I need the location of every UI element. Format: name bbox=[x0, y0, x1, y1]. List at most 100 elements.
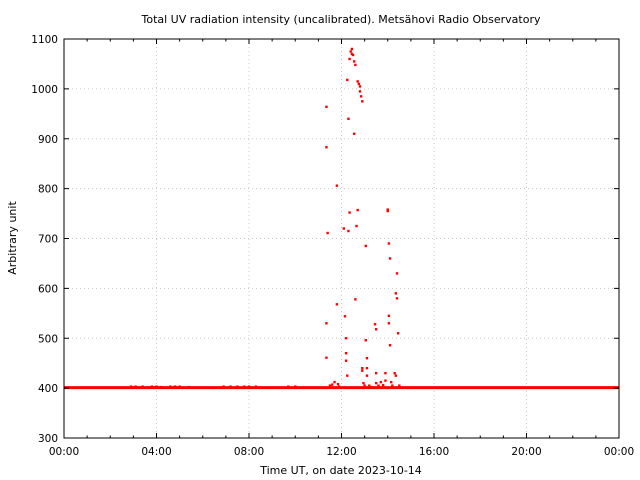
data-point bbox=[374, 328, 378, 331]
data-point bbox=[394, 292, 398, 295]
data-point bbox=[355, 224, 358, 228]
y-tick-label: 900 bbox=[38, 134, 58, 146]
data-point bbox=[365, 374, 369, 377]
data-point bbox=[370, 385, 373, 389]
data-point bbox=[347, 117, 350, 120]
data-point bbox=[348, 57, 351, 61]
data-point bbox=[342, 227, 346, 230]
x-tick-label: 12:00 bbox=[326, 446, 356, 458]
y-tick-label: 1100 bbox=[31, 34, 58, 46]
data-point bbox=[129, 385, 133, 388]
data-point bbox=[365, 366, 369, 370]
grid-lines bbox=[64, 39, 619, 438]
y-tick-label: 800 bbox=[38, 184, 58, 196]
data-point bbox=[351, 53, 355, 57]
x-tick-label: 04:00 bbox=[141, 446, 171, 458]
data-point bbox=[187, 385, 191, 389]
y-tick-label: 1000 bbox=[31, 84, 58, 96]
data-point bbox=[146, 386, 149, 389]
data-point bbox=[365, 357, 369, 360]
data-point bbox=[377, 384, 380, 387]
data-point bbox=[356, 208, 359, 212]
data-point bbox=[335, 303, 339, 306]
data-point bbox=[395, 272, 399, 275]
x-axis-label: Time UT, on date 2023-10-14 bbox=[259, 464, 422, 477]
data-point bbox=[354, 63, 357, 67]
data-point bbox=[379, 380, 383, 384]
data-point bbox=[388, 257, 392, 260]
data-point bbox=[384, 379, 387, 382]
data-point bbox=[155, 385, 158, 388]
data-point bbox=[346, 78, 349, 82]
x-tick-label: 08:00 bbox=[234, 446, 264, 458]
data-point bbox=[173, 385, 177, 388]
data-point bbox=[358, 90, 362, 93]
data-point bbox=[357, 82, 361, 86]
x-tick-label: 00:00 bbox=[604, 446, 634, 458]
data-point bbox=[393, 371, 396, 375]
y-tick-label: 600 bbox=[38, 283, 58, 295]
data-point bbox=[364, 339, 367, 342]
data-point bbox=[236, 385, 239, 388]
data-point bbox=[353, 60, 356, 63]
data-point bbox=[343, 315, 347, 318]
data-point bbox=[222, 385, 225, 388]
data-point bbox=[326, 231, 329, 235]
data-point bbox=[325, 105, 328, 109]
data-point bbox=[325, 146, 328, 149]
data-point bbox=[344, 352, 348, 355]
data-point bbox=[387, 242, 391, 245]
plot-frame bbox=[63, 38, 620, 439]
data-point bbox=[359, 95, 363, 98]
data-point bbox=[349, 50, 352, 53]
data-point bbox=[390, 380, 393, 384]
data-point bbox=[381, 383, 385, 387]
y-tick-label: 400 bbox=[38, 383, 58, 395]
y-tick-label: 700 bbox=[38, 234, 58, 246]
y-tick-label: 300 bbox=[38, 433, 58, 445]
data-point bbox=[141, 385, 144, 388]
y-axis-label: Arbitrary unit bbox=[6, 201, 19, 275]
data-point bbox=[356, 80, 359, 83]
x-tick-label: 16:00 bbox=[419, 446, 449, 458]
data-point bbox=[361, 100, 364, 103]
data-point bbox=[373, 323, 377, 326]
data-point bbox=[331, 383, 334, 386]
data-point bbox=[350, 47, 354, 51]
data-points bbox=[129, 47, 401, 389]
data-point bbox=[398, 384, 401, 387]
data-point bbox=[374, 381, 378, 385]
data-point bbox=[169, 385, 172, 388]
data-point bbox=[325, 322, 328, 325]
data-point bbox=[386, 209, 389, 213]
chart-title: Total UV radiation intensity (uncalibrat… bbox=[141, 13, 541, 26]
data-point bbox=[159, 385, 163, 389]
data-point bbox=[361, 366, 364, 370]
data-point bbox=[358, 85, 362, 88]
data-point bbox=[254, 385, 258, 388]
data-point bbox=[368, 384, 371, 387]
data-point bbox=[335, 184, 339, 187]
x-axis-ticks: 00:00 04:00 08:00 12:00 16:00 20:00 00:00 bbox=[49, 39, 634, 458]
y-tick-label: 500 bbox=[38, 333, 58, 345]
data-point bbox=[243, 385, 246, 388]
data-point bbox=[336, 382, 340, 386]
y-axis-ticks: 300 400 500 600 700 800 900 1000 1100 bbox=[31, 34, 619, 445]
data-point bbox=[344, 337, 348, 340]
data-point bbox=[247, 385, 251, 388]
data-point bbox=[328, 384, 332, 387]
data-point bbox=[362, 381, 365, 385]
data-point bbox=[363, 384, 366, 387]
data-point bbox=[387, 314, 391, 318]
data-point bbox=[333, 380, 336, 384]
data-point bbox=[353, 132, 356, 135]
data-point bbox=[354, 298, 357, 301]
data-point bbox=[364, 244, 367, 248]
data-point bbox=[387, 322, 391, 325]
data-point bbox=[347, 229, 350, 233]
data-point bbox=[178, 385, 181, 388]
data-point bbox=[388, 344, 392, 347]
data-point bbox=[287, 385, 290, 388]
x-tick-label: 20:00 bbox=[511, 446, 541, 458]
